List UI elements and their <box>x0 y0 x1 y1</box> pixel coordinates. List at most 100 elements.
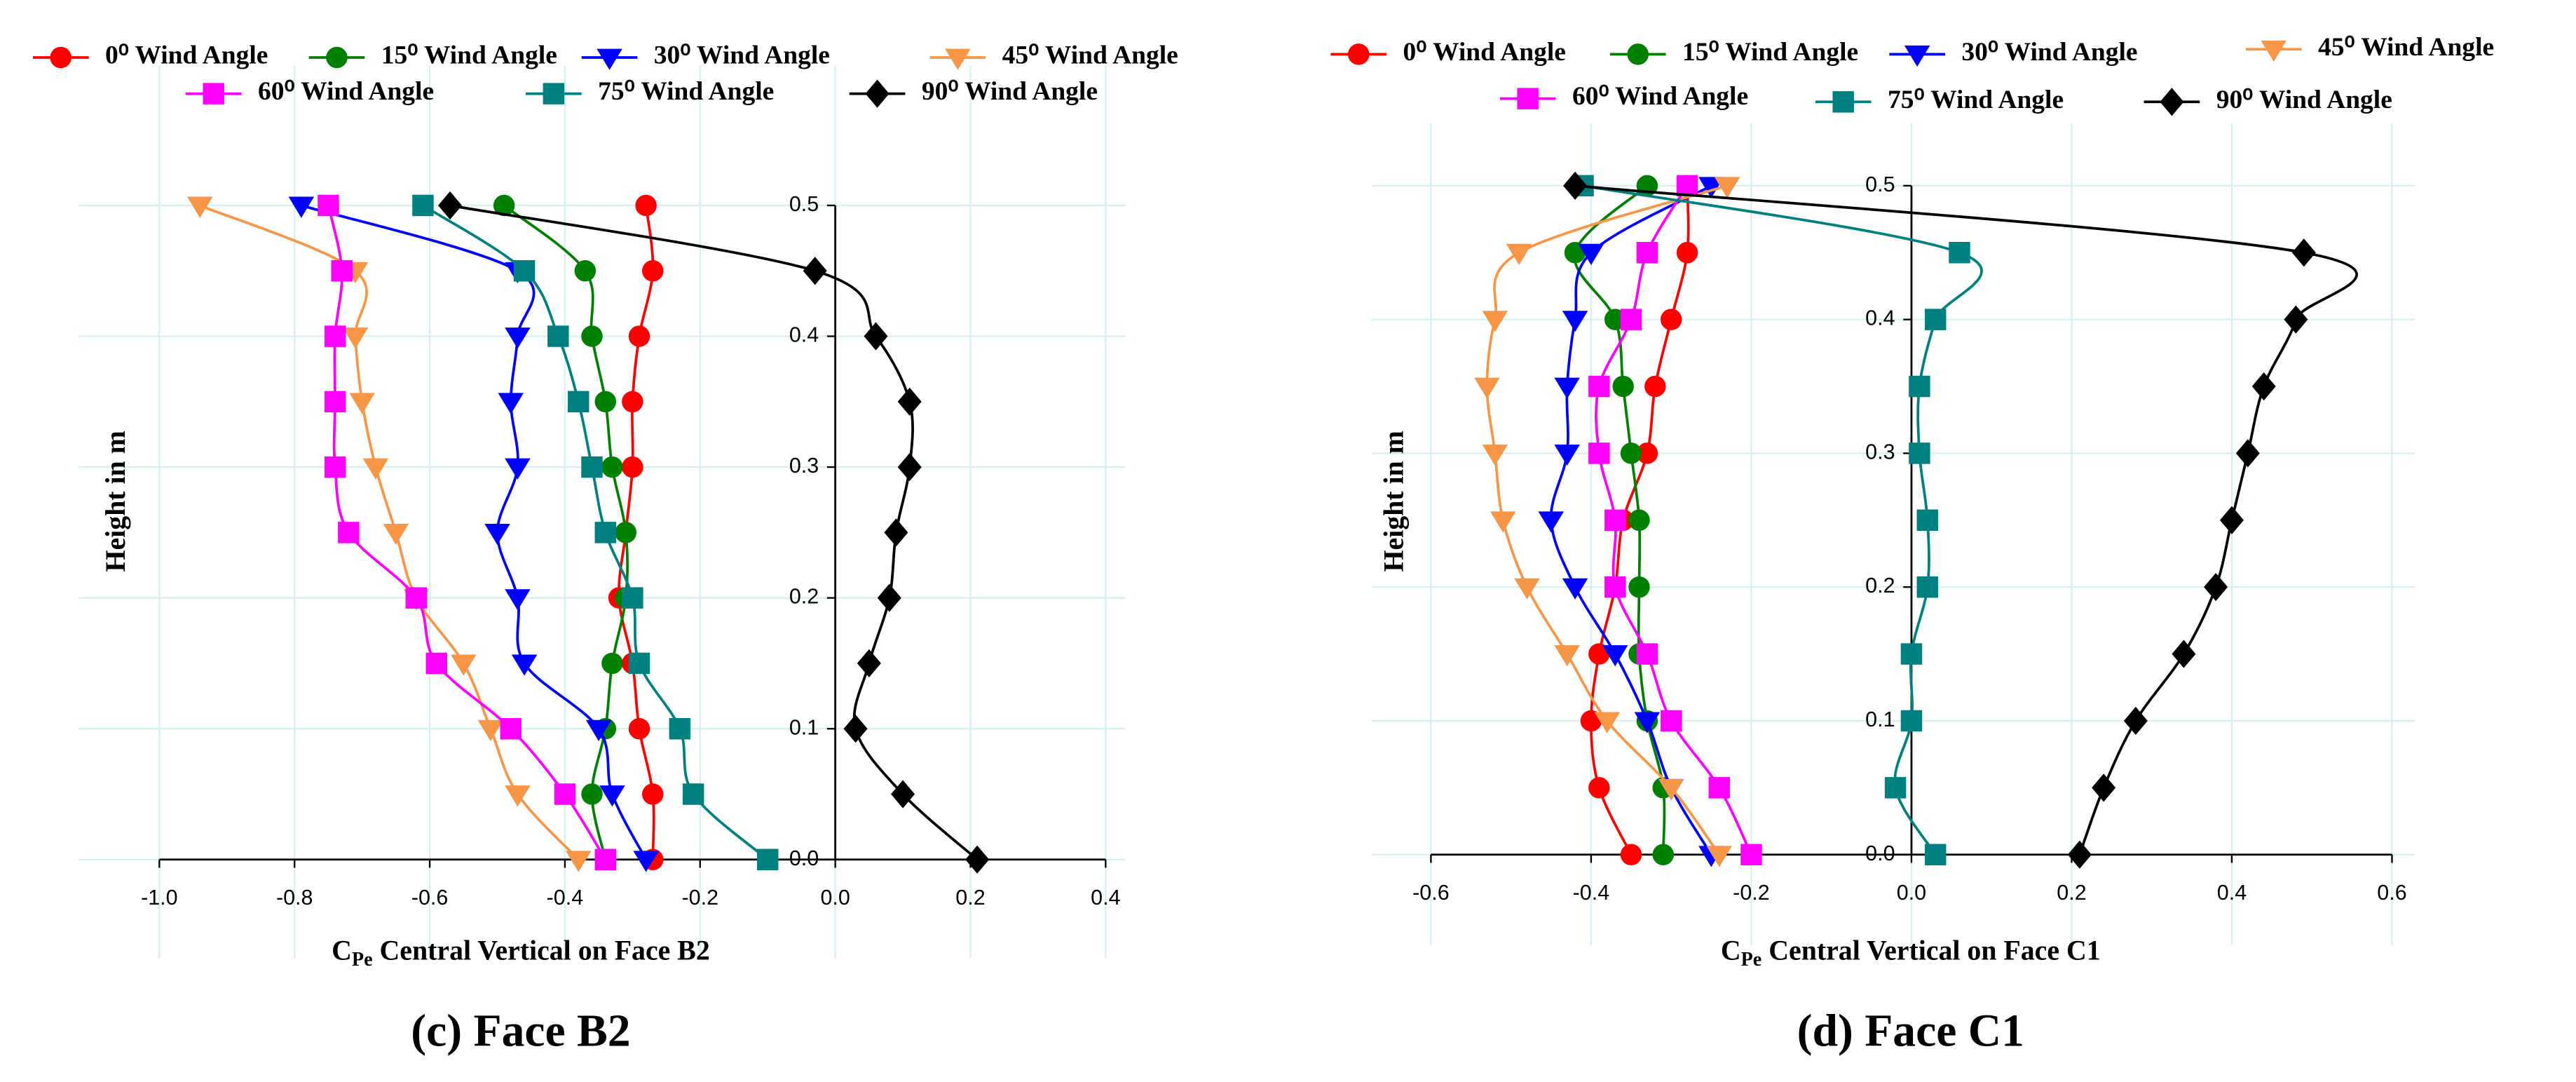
marker <box>622 456 643 478</box>
marker <box>669 717 691 740</box>
x-axis-label: CPe Central Vertical on Face C1 <box>1721 935 2101 971</box>
marker <box>1588 442 1610 464</box>
y-axis-label: Height in m <box>1377 431 1409 572</box>
marker <box>581 783 603 805</box>
y-tick-label: 0.5 <box>789 192 819 216</box>
x-tick-label: -0.2 <box>1733 881 1769 905</box>
marker <box>594 848 617 871</box>
marker <box>1482 311 1508 332</box>
marker <box>1612 375 1634 398</box>
marker <box>1714 177 1740 198</box>
marker <box>383 523 409 546</box>
marker <box>1578 243 1604 265</box>
marker <box>864 322 888 351</box>
marker <box>1636 241 1658 264</box>
marker <box>513 260 536 282</box>
y-tick-label: 0.4 <box>789 323 819 347</box>
marker <box>2291 238 2316 267</box>
marker <box>1924 309 1947 330</box>
x-tick-label: -0.6 <box>1412 881 1449 905</box>
marker <box>565 851 592 872</box>
marker <box>803 257 827 285</box>
marker <box>1634 712 1661 733</box>
x-axis-label-symbol: C <box>332 935 352 966</box>
marker <box>1660 710 1682 732</box>
marker <box>594 522 617 543</box>
marker <box>318 194 339 217</box>
marker <box>1562 311 1588 332</box>
y-tick-label: 0.4 <box>1865 306 1895 330</box>
x-axis-label-subscript: Pe <box>1741 949 1762 971</box>
marker <box>1909 442 1930 464</box>
marker <box>1924 844 1947 865</box>
y-tick-label: 0.3 <box>789 454 819 478</box>
marker <box>1554 645 1580 667</box>
marker <box>324 391 346 413</box>
legend-label: 30⁰ Wind Angle <box>1961 38 2137 67</box>
x-tick-label: 0.0 <box>1897 881 1926 905</box>
x-tick-label: -0.8 <box>276 886 313 909</box>
y-tick-label: 0.0 <box>789 846 819 870</box>
legend-label: 15⁰ Wind Angle <box>1682 38 1858 67</box>
marker <box>425 652 447 675</box>
marker <box>1740 844 1762 865</box>
marker <box>1514 578 1540 600</box>
marker <box>615 522 636 543</box>
marker <box>642 783 664 805</box>
marker <box>288 196 315 218</box>
marker <box>1554 444 1580 466</box>
y-tick-label: 0.3 <box>1865 440 1895 464</box>
marker <box>362 458 389 480</box>
marker <box>451 654 477 676</box>
marker <box>1620 309 1642 330</box>
marker <box>505 458 531 480</box>
marker <box>498 393 524 414</box>
x-tick-label: 0.2 <box>2057 881 2086 905</box>
marker <box>1538 511 1565 533</box>
marker <box>1604 576 1626 598</box>
marker <box>543 83 565 104</box>
legend-label: 75⁰ Wind Angle <box>1888 86 2064 114</box>
marker <box>1636 643 1658 665</box>
marker <box>1604 509 1626 532</box>
marker <box>581 325 603 347</box>
marker <box>756 848 779 871</box>
marker <box>1562 578 1588 600</box>
marker <box>554 783 576 805</box>
marker <box>338 522 360 543</box>
marker <box>628 325 650 347</box>
x-tick-label: -0.4 <box>1573 881 1610 905</box>
marker <box>1904 45 1930 67</box>
marker <box>2160 88 2184 116</box>
marker <box>1652 844 1674 865</box>
marker <box>1482 444 1508 466</box>
marker <box>581 456 603 478</box>
marker <box>1517 88 1539 109</box>
marker <box>1708 777 1730 799</box>
x-tick-label: -1.0 <box>141 886 177 909</box>
y-tick-label: 0.0 <box>1865 841 1895 865</box>
marker <box>477 719 504 741</box>
marker <box>897 452 922 482</box>
marker <box>622 587 643 609</box>
marker <box>599 785 625 807</box>
marker <box>349 393 375 414</box>
marker <box>324 325 346 347</box>
marker <box>484 523 510 546</box>
marker <box>1588 777 1610 799</box>
marker <box>2172 640 2196 668</box>
x-axis-label-text: Central Vertical on Face B2 <box>373 935 710 966</box>
marker <box>1554 377 1580 399</box>
marker <box>1676 175 1698 197</box>
marker <box>1644 375 1666 398</box>
marker <box>843 715 868 743</box>
marker <box>567 391 590 413</box>
x-axis-label-symbol: C <box>1721 935 1741 966</box>
x-tick-label: 0.0 <box>820 886 850 909</box>
marker <box>1900 710 1923 732</box>
x-tick-label: -0.6 <box>411 886 448 909</box>
marker <box>1660 309 1682 330</box>
legend-label: 0⁰ Wind Angle <box>1403 38 1566 67</box>
marker <box>1658 778 1684 801</box>
marker <box>891 780 915 809</box>
